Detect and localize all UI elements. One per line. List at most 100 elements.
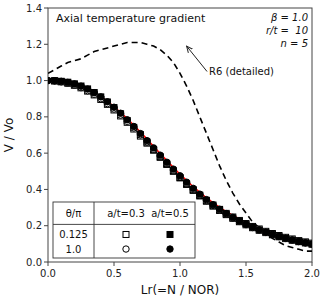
point [243,222,249,228]
point [289,237,295,243]
x-tick [246,262,247,266]
point [111,105,117,111]
x-tick-label: 2.0 [304,268,320,279]
point [236,218,242,224]
legend-row-label: 1.0 [66,244,82,255]
point [157,152,163,158]
point [289,237,295,243]
y-tick [44,225,48,226]
point [230,215,236,221]
point [124,117,130,123]
y-tick-label: 1.4 [26,3,42,14]
point [276,233,282,239]
point [210,201,216,207]
point [256,227,262,233]
point [52,78,58,84]
point [243,221,249,227]
point [150,145,156,151]
point [104,99,110,105]
point [256,226,262,232]
point [309,241,312,247]
point [236,218,242,224]
point [249,224,255,230]
point [98,94,104,100]
point [223,211,229,217]
y-axis-label: V / Vo [2,118,16,153]
y-tick-label: 0.4 [26,184,42,195]
point [230,214,236,220]
x-tick-label: 1.5 [238,268,254,279]
y-tick-label: 0.2 [26,220,42,231]
point [203,196,209,202]
point [269,231,275,237]
chart: 0.00.51.01.52.00.00.20.40.60.81.01.21.4L… [0,0,322,303]
point [52,78,58,84]
legend-table: θ/πa/t=0.3a/t=0.50.1251.0 [53,202,195,258]
title: Axial temperature gradient [56,12,206,25]
point [117,110,123,116]
parameter-text: β = 1.0 [270,12,308,23]
y-tick-label: 0.8 [26,111,42,122]
point [296,238,302,244]
point [111,104,117,110]
point [91,90,97,96]
point [283,236,289,242]
point [269,232,275,238]
point [65,79,71,85]
point [296,238,302,244]
point [236,219,242,225]
point [296,239,302,245]
y-tick [44,8,48,9]
y-tick [44,44,48,45]
legend-swatch [167,231,173,237]
point [250,225,256,231]
point [104,99,110,105]
y-tick [44,80,48,81]
point [263,230,269,236]
legend-row-label: 0.125 [59,229,88,240]
point [223,210,229,216]
point [170,166,176,172]
y-tick [44,262,48,263]
plot-frame [48,8,312,262]
point [71,81,77,87]
point [91,90,97,96]
point [51,78,57,84]
point [65,80,71,86]
point [48,77,51,83]
point [183,179,189,185]
parameter-text: r/t = 10 [266,25,308,36]
point [263,229,269,235]
point [118,111,124,117]
point [243,221,249,227]
y-tick [44,116,48,117]
point [48,77,51,83]
point [58,78,64,84]
y-tick-label: 0.6 [26,148,42,159]
point [302,240,308,246]
point [309,241,312,247]
legend-header: a/t=0.5 [151,208,189,219]
point [223,210,229,216]
parameter-text: n = 5 [281,38,308,49]
point [256,227,262,233]
point [197,192,203,198]
x-tick-label: 0.5 [106,268,122,279]
legend-swatch [123,246,129,252]
x-tick-label: 1.0 [172,268,188,279]
point [65,79,71,85]
point [78,83,84,89]
point [236,217,242,223]
legend-swatch [123,231,129,237]
point [78,83,84,89]
point [190,185,196,191]
point [256,227,262,233]
y-tick [44,189,48,190]
point [124,117,130,123]
legend-swatch [167,246,173,252]
point [210,202,216,208]
legend-header: a/t=0.3 [107,208,145,219]
point [58,79,64,85]
point [71,81,77,87]
point [269,231,275,237]
